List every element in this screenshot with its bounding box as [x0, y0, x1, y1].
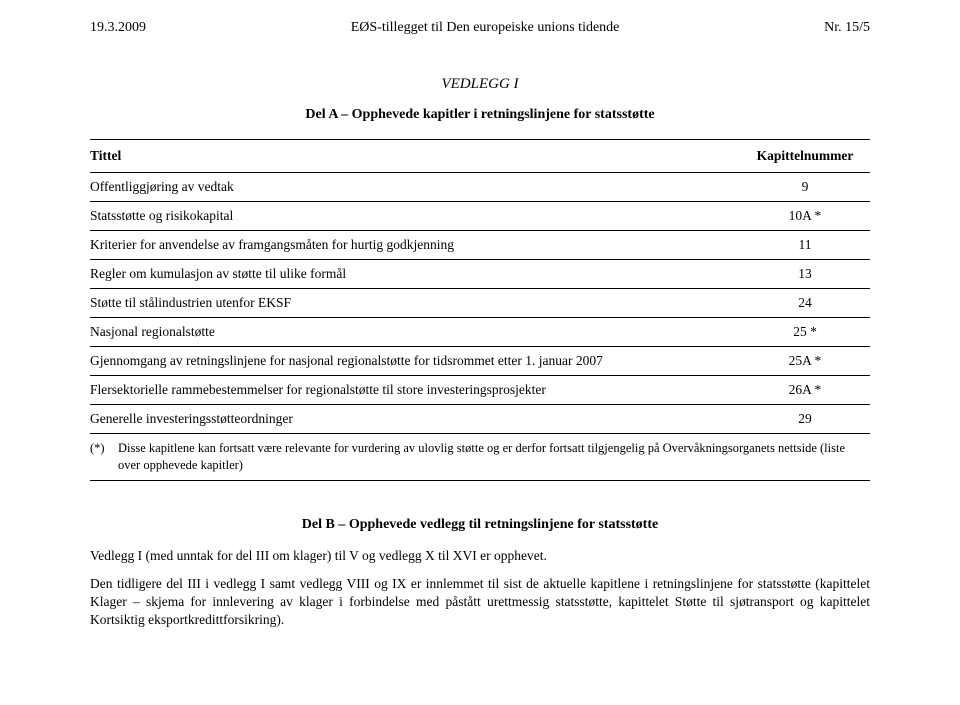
- table-row: Støtte til stålindustrien utenfor EKSF 2…: [90, 289, 870, 318]
- section-a-heading: Del A – Opphevede kapitler i retningslin…: [90, 107, 870, 123]
- row-title: Støtte til stålindustrien utenfor EKSF: [90, 289, 740, 318]
- row-number: 10A *: [740, 202, 870, 231]
- header-title: EØS-tillegget til Den europeiske unions …: [351, 20, 620, 36]
- row-title: Generelle investeringsstøtteordninger: [90, 405, 740, 434]
- table-footnote: (*) Disse kapitlene kan fortsatt være re…: [90, 434, 870, 481]
- page-header: 19.3.2009 EØS-tillegget til Den europeis…: [90, 20, 870, 36]
- paragraph-1: Vedlegg I (med unntak for del III om kla…: [90, 547, 870, 565]
- row-number: 24: [740, 289, 870, 318]
- table-header-title: Tittel: [90, 140, 740, 173]
- section-b-heading: Del B – Opphevede vedlegg til retningsli…: [90, 517, 870, 533]
- row-title: Flersektorielle rammebestemmelser for re…: [90, 376, 740, 405]
- table-row: Gjennomgang av retningslinjene for nasjo…: [90, 347, 870, 376]
- header-date: 19.3.2009: [90, 20, 146, 36]
- row-number: 25A *: [740, 347, 870, 376]
- row-number: 9: [740, 173, 870, 202]
- row-number: 26A *: [740, 376, 870, 405]
- annex-title: VEDLEGG I: [90, 76, 870, 93]
- row-title: Gjennomgang av retningslinjene for nasjo…: [90, 347, 740, 376]
- row-title: Regler om kumulasjon av støtte til ulike…: [90, 260, 740, 289]
- row-title: Kriterier for anvendelse av framgangsmåt…: [90, 231, 740, 260]
- row-title: Statsstøtte og risikokapital: [90, 202, 740, 231]
- paragraph-2: Den tidligere del III i vedlegg I samt v…: [90, 575, 870, 630]
- header-page-number: Nr. 15/5: [824, 20, 870, 36]
- row-number: 11: [740, 231, 870, 260]
- table-row: Generelle investeringsstøtteordninger 29: [90, 405, 870, 434]
- row-number: 13: [740, 260, 870, 289]
- footnote-marker: (*): [90, 440, 118, 474]
- row-number: 25 *: [740, 318, 870, 347]
- row-title: Offentliggjøring av vedtak: [90, 173, 740, 202]
- row-title: Nasjonal regionalstøtte: [90, 318, 740, 347]
- table-header-number: Kapittelnummer: [740, 140, 870, 173]
- footnote-text: Disse kapitlene kan fortsatt være releva…: [118, 440, 864, 474]
- table-row: Kriterier for anvendelse av framgangsmåt…: [90, 231, 870, 260]
- table-row: Offentliggjøring av vedtak 9: [90, 173, 870, 202]
- table-row: Regler om kumulasjon av støtte til ulike…: [90, 260, 870, 289]
- row-number: 29: [740, 405, 870, 434]
- table-row: Nasjonal regionalstøtte 25 *: [90, 318, 870, 347]
- table-row: Statsstøtte og risikokapital 10A *: [90, 202, 870, 231]
- table-row: Flersektorielle rammebestemmelser for re…: [90, 376, 870, 405]
- chapters-table: Tittel Kapittelnummer Offentliggjøring a…: [90, 139, 870, 481]
